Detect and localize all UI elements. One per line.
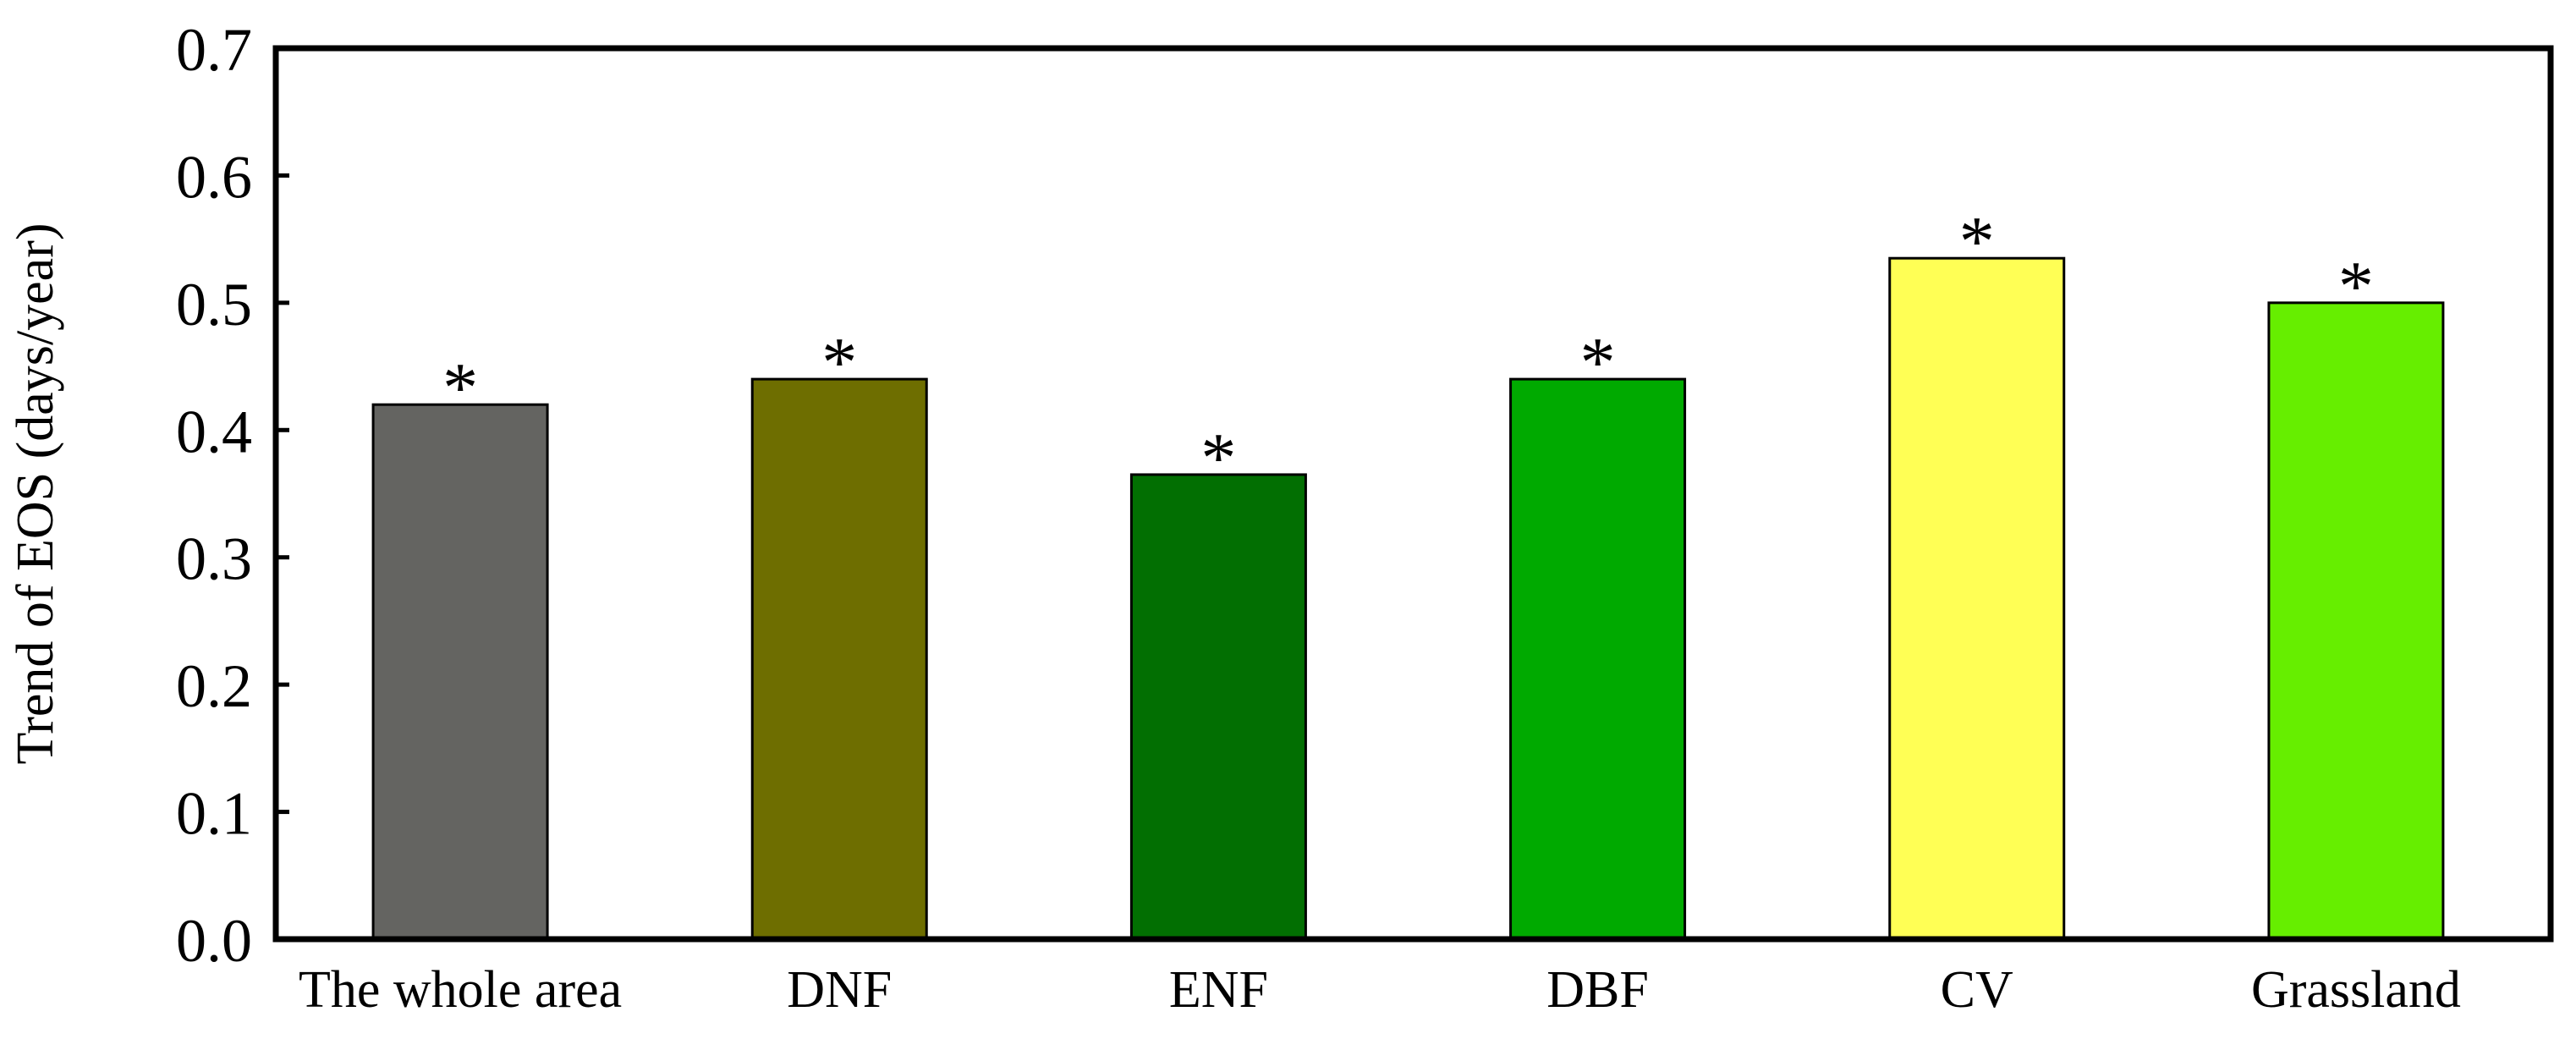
plot-frame [272, 45, 2554, 943]
y-axis-label: Trend of EOS (days/year) [7, 223, 64, 765]
significance-mark-4: * [1959, 202, 1995, 281]
y-tick-label-7: 0.7 [176, 16, 252, 84]
bar-cv [1888, 256, 2066, 941]
significance-mark-2: * [1200, 419, 1236, 498]
significance-mark-0: * [442, 349, 478, 427]
x-tick-label-5: Grassland [2251, 961, 2461, 1019]
y-tick-label-2: 0.2 [176, 652, 252, 720]
significance-mark-3: * [1580, 323, 1616, 402]
significance-mark-5: * [2338, 247, 2374, 326]
y-tick-label-0: 0.0 [176, 907, 252, 975]
bar-grassland [2267, 301, 2445, 941]
y-tick-label-3: 0.3 [176, 525, 252, 593]
bar-the-whole-area [371, 403, 549, 941]
x-tick-label-1: DNF [787, 961, 892, 1019]
x-axis-tick-labels: The whole area DNF ENF DBF CV Grassland [299, 961, 2461, 1019]
y-tick-label-6: 0.6 [176, 143, 252, 211]
y-tick-label-1: 0.1 [176, 780, 252, 848]
bar-dnf [750, 377, 928, 941]
bar-enf [1129, 473, 1307, 941]
bars [371, 256, 2445, 941]
y-tick-label-5: 0.5 [176, 271, 252, 338]
x-tick-label-2: ENF [1169, 961, 1268, 1019]
x-tick-label-3: DBF [1546, 961, 1649, 1019]
significance-mark-1: * [821, 323, 857, 402]
x-tick-label-4: CV [1941, 961, 2013, 1019]
x-tick-label-0: The whole area [299, 961, 622, 1019]
y-axis-tick-labels: 0.0 0.1 0.2 0.3 0.4 0.5 0.6 0.7 [176, 16, 252, 975]
bar-dbf [1509, 377, 1687, 941]
y-tick-label-4: 0.4 [176, 398, 252, 465]
significance-marks: * * * * * * [442, 202, 2374, 498]
